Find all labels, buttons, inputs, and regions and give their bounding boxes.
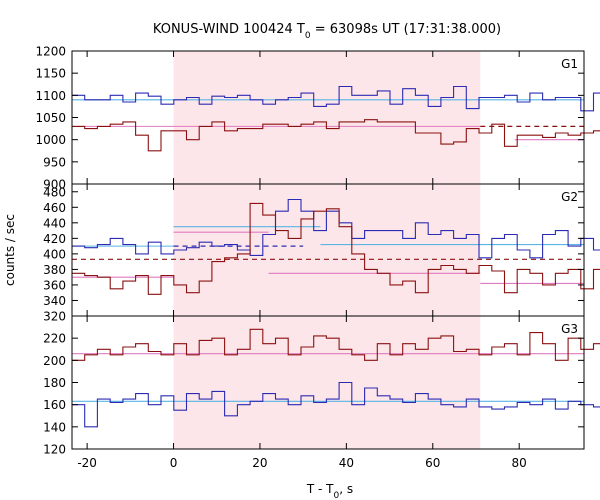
- series-red-histogram: [72, 202, 600, 295]
- highlight-interval: [173, 184, 481, 316]
- series-blue-histogram: [72, 85, 600, 112]
- y-tick-label: 200: [43, 354, 66, 368]
- y-tick-label: 360: [43, 278, 66, 292]
- y-tick-label: 400: [43, 247, 66, 261]
- panel-label: G2: [561, 190, 578, 204]
- panel-g3: 120 140 160 180 200 220 G3: [43, 315, 600, 457]
- y-tick-label: 1000: [35, 133, 66, 147]
- chart-title: KONUS-WIND 100424 T0 = 63098s UT (17:31:…: [153, 22, 501, 41]
- y-tick-label: 1050: [35, 111, 66, 125]
- y-tick-label: 1150: [35, 67, 66, 81]
- series-blue-histogram: [72, 381, 600, 428]
- x-tick-label: 80: [512, 456, 527, 470]
- x-tick-label: -20: [77, 456, 97, 470]
- y-tick-label: 440: [43, 216, 66, 230]
- y-tick-label: 480: [43, 185, 66, 199]
- y-tick-label: 1100: [35, 89, 66, 103]
- y-tick-label: 1200: [35, 45, 66, 59]
- panel-label: G3: [561, 322, 578, 336]
- panel-label: G1: [561, 57, 578, 71]
- series-red-histogram: [72, 119, 600, 152]
- y-tick-label: 160: [43, 398, 66, 412]
- y-tick-label: 900: [43, 178, 66, 192]
- y-tick-label: 140: [43, 420, 66, 434]
- x-tick-label: 0: [170, 456, 178, 470]
- x-axis-label: T - T0, s: [306, 482, 353, 500]
- series-blue-histogram: [72, 198, 600, 259]
- y-tick-label: 220: [43, 332, 66, 346]
- y-tick-label: 420: [43, 232, 66, 246]
- series-red-histogram: [72, 328, 600, 361]
- y-tick-label: 340: [43, 294, 66, 308]
- x-tick-label: 40: [339, 456, 354, 470]
- y-tick-label: 460: [43, 201, 66, 215]
- y-tick-label: 320: [43, 310, 66, 324]
- panel-g1: 900 950 1000 1050 1100 1150 1200 G1: [35, 45, 600, 192]
- y-tick-label: 120: [43, 443, 66, 457]
- plot-layer: 90095010001050110011501200G1320340360380…: [35, 45, 600, 470]
- y-tick-label: 950: [43, 155, 66, 169]
- highlight-interval: [173, 51, 481, 184]
- x-tick-label: 60: [425, 456, 440, 470]
- x-tick-label: 20: [252, 456, 267, 470]
- y-axis-label: counts / sec: [3, 214, 17, 286]
- y-tick-label: 180: [43, 376, 66, 390]
- y-tick-label: 380: [43, 263, 66, 277]
